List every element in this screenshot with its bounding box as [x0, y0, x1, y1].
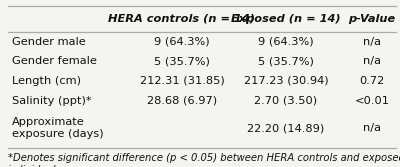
Text: n/a: n/a [363, 56, 381, 66]
Text: Gender male: Gender male [12, 37, 86, 47]
Text: 2.70 (3.50): 2.70 (3.50) [254, 96, 318, 106]
Text: HERA controls (n = 14): HERA controls (n = 14) [108, 14, 256, 24]
Text: Gender female: Gender female [12, 56, 97, 66]
Text: 5 (35.7%): 5 (35.7%) [258, 56, 314, 66]
Text: 212.31 (31.85): 212.31 (31.85) [140, 76, 224, 86]
Text: 9 (64.3%): 9 (64.3%) [258, 37, 314, 47]
Text: p-Value: p-Value [348, 14, 396, 24]
Text: 28.68 (6.97): 28.68 (6.97) [147, 96, 217, 106]
Text: 22.20 (14.89): 22.20 (14.89) [247, 123, 325, 133]
Text: 5 (35.7%): 5 (35.7%) [154, 56, 210, 66]
Text: Length (cm): Length (cm) [12, 76, 81, 86]
Text: n/a: n/a [363, 123, 381, 133]
Text: 217.23 (30.94): 217.23 (30.94) [244, 76, 328, 86]
Text: *Denotes significant difference (p < 0.05) between HERA controls and exposed
ind: *Denotes significant difference (p < 0.0… [8, 153, 400, 167]
Text: Exposed (n = 14): Exposed (n = 14) [231, 14, 341, 24]
Text: Salinity (ppt)*: Salinity (ppt)* [12, 96, 92, 106]
Text: 9 (64.3%): 9 (64.3%) [154, 37, 210, 47]
Text: Approximate
exposure (days): Approximate exposure (days) [12, 118, 104, 139]
Text: <0.01: <0.01 [354, 96, 390, 106]
Text: n/a: n/a [363, 37, 381, 47]
Text: 0.72: 0.72 [359, 76, 385, 86]
